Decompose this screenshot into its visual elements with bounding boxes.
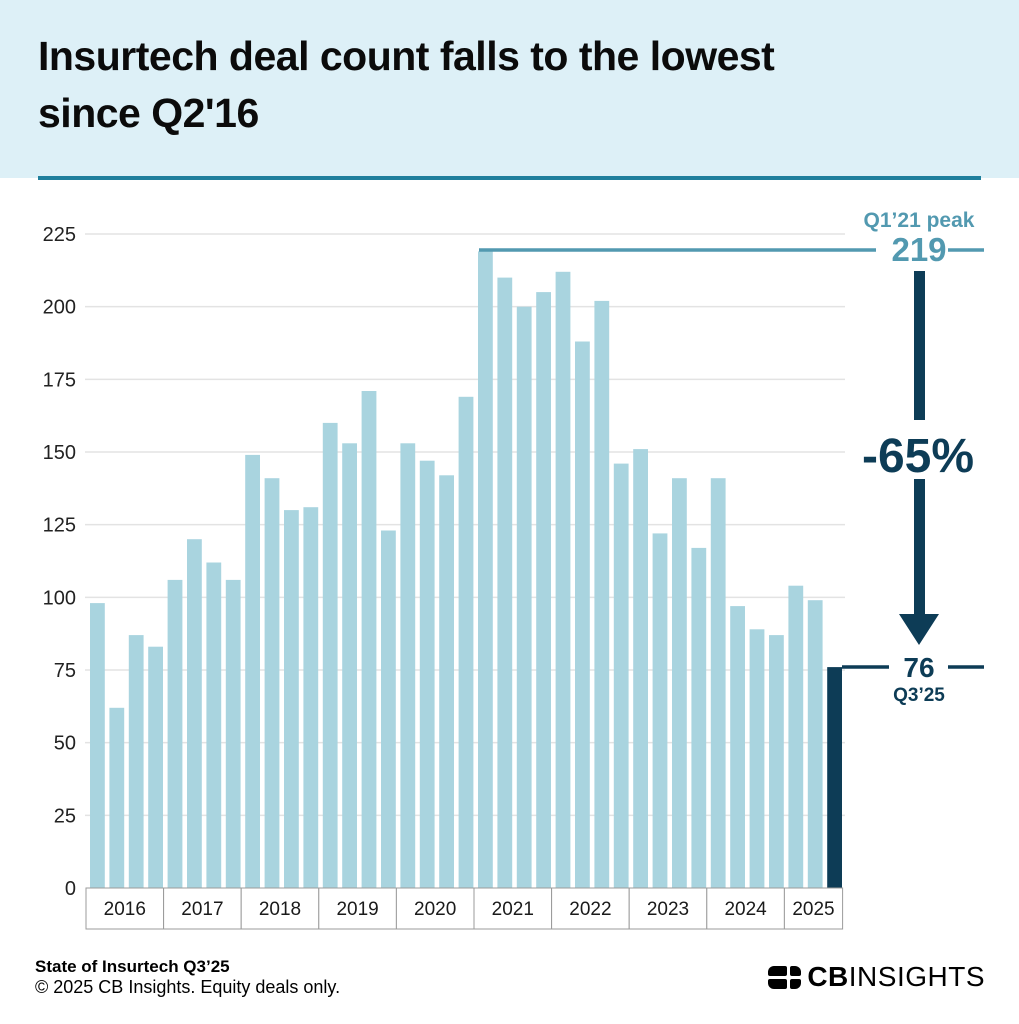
footer-report-title: State of Insurtech Q3’25 xyxy=(35,957,230,976)
y-tick-label: 225 xyxy=(43,224,76,246)
bar-quarter-0 xyxy=(90,603,105,888)
arrow-head xyxy=(899,614,939,645)
x-axis-year-label: 2025 xyxy=(792,899,834,920)
bar-quarter-27 xyxy=(613,463,629,888)
logo-icon-quadrant xyxy=(790,965,802,976)
bar-quarter-12 xyxy=(322,422,338,888)
bar-quarter-10 xyxy=(284,510,299,888)
x-axis-year-cell xyxy=(706,887,785,930)
x-axis-year-label: 2017 xyxy=(181,899,223,920)
x-axis-year-label: 2022 xyxy=(569,899,611,920)
y-tick-label: 175 xyxy=(43,369,76,391)
footer-source-block: State of Insurtech Q3’25 © 2025 CB Insig… xyxy=(35,957,340,998)
bar-quarter-5 xyxy=(187,539,202,888)
y-tick-label: 25 xyxy=(54,805,76,827)
percent-change-label: -65% xyxy=(862,430,974,483)
bar-quarter-21 xyxy=(497,277,513,889)
x-axis-year-label: 2021 xyxy=(492,899,534,920)
y-tick-label: 75 xyxy=(54,660,76,682)
bar-quarter-24 xyxy=(555,271,571,888)
logo-cb-text: CB xyxy=(807,961,849,992)
bar-quarter-26 xyxy=(594,300,610,888)
bar-quarter-18 xyxy=(439,475,454,888)
bar-quarter-32 xyxy=(710,478,726,888)
logo-icon-quadrant xyxy=(768,965,788,976)
last-label: Q3’25 xyxy=(893,685,945,706)
bar-quarter-15 xyxy=(381,530,396,888)
x-axis-year-cell xyxy=(85,887,165,930)
bar-quarter-16 xyxy=(400,443,416,888)
bar-quarter-6 xyxy=(206,562,222,888)
bar-quarter-17 xyxy=(419,460,435,888)
arrow-shaft-bottom xyxy=(914,479,925,616)
x-axis-year-cell xyxy=(163,887,242,930)
logo-icon-quadrant xyxy=(768,978,788,989)
cbinsights-logo-text: CB INSIGHTS xyxy=(807,961,985,993)
bar-quarter-25 xyxy=(575,341,590,888)
logo-insights-text: INSIGHTS xyxy=(848,961,985,992)
title-underline-rule xyxy=(38,176,981,180)
latest-quarter-annotation: 76 Q3’25 xyxy=(842,652,984,706)
cbinsights-logo: CB INSIGHTS xyxy=(768,961,985,993)
last-value: 76 xyxy=(903,652,934,683)
bar-quarter-37 xyxy=(807,600,823,888)
peak-value: 219 xyxy=(891,231,946,268)
arrow-shaft-top xyxy=(914,271,925,420)
bar-quarter-23 xyxy=(536,292,551,889)
x-axis-year-cell xyxy=(783,887,844,930)
x-axis-year-label: 2024 xyxy=(724,899,767,920)
y-tick-label: 200 xyxy=(43,297,76,319)
bar-quarter-4 xyxy=(167,579,183,888)
y-tick-label: 50 xyxy=(54,733,76,755)
bar-quarter-29 xyxy=(652,533,668,888)
header-band: Insurtech deal count falls to the lowest… xyxy=(0,0,1019,178)
y-tick-label: 150 xyxy=(43,442,76,464)
bar-quarter-8 xyxy=(245,454,260,888)
bar-quarter-35 xyxy=(769,635,784,888)
x-axis-year-label: 2018 xyxy=(259,899,301,920)
bar-quarter-33 xyxy=(730,606,745,888)
x-axis-year-label: 2016 xyxy=(104,899,146,920)
bar-quarter-9 xyxy=(264,478,280,888)
x-axis-year-label: 2019 xyxy=(336,899,378,920)
bar-quarter-14 xyxy=(361,391,377,888)
decline-arrow: -65% xyxy=(862,271,974,645)
bar-quarter-2 xyxy=(128,635,144,888)
bar-quarter-1 xyxy=(109,707,125,888)
x-axis-year-cell xyxy=(318,887,397,930)
bar-quarter-28 xyxy=(633,449,648,888)
bar-quarter-38 xyxy=(827,667,842,888)
x-axis-year-label: 2023 xyxy=(647,899,689,920)
y-tick-label: 125 xyxy=(43,515,76,537)
x-axis-year-cell xyxy=(628,887,708,930)
bar-quarter-30 xyxy=(672,478,687,888)
y-tick-label: 0 xyxy=(65,878,76,900)
bar-quarter-11 xyxy=(303,507,319,888)
x-axis-year-cell xyxy=(240,887,320,930)
bar-quarter-3 xyxy=(148,646,163,888)
bar-quarter-34 xyxy=(749,629,765,888)
peak-annotation: Q1’21 peak 219 xyxy=(479,209,984,268)
bar-quarter-13 xyxy=(342,443,357,888)
bar-quarter-22 xyxy=(516,306,532,888)
bar-quarter-36 xyxy=(788,585,804,888)
x-axis-year-label: 2020 xyxy=(414,899,456,920)
y-tick-label: 100 xyxy=(43,587,76,609)
bar-quarter-20 xyxy=(478,251,493,888)
peak-label: Q1’21 peak xyxy=(864,209,975,232)
bar-quarter-19 xyxy=(458,396,474,888)
bar-quarter-31 xyxy=(691,547,707,888)
bar-quarter-7 xyxy=(225,579,241,888)
footer-copyright: © 2025 CB Insights. Equity deals only. xyxy=(35,977,341,997)
cbinsights-logo-icon xyxy=(768,965,802,989)
x-axis-year-cell xyxy=(473,887,553,930)
page-title: Insurtech deal count falls to the lowest… xyxy=(38,33,775,136)
logo-icon-quadrant xyxy=(790,978,802,989)
chart-plot-area: 0 25 50 75 100 125 150 175 200 225 2016 2017 2018 201… xyxy=(43,224,845,930)
